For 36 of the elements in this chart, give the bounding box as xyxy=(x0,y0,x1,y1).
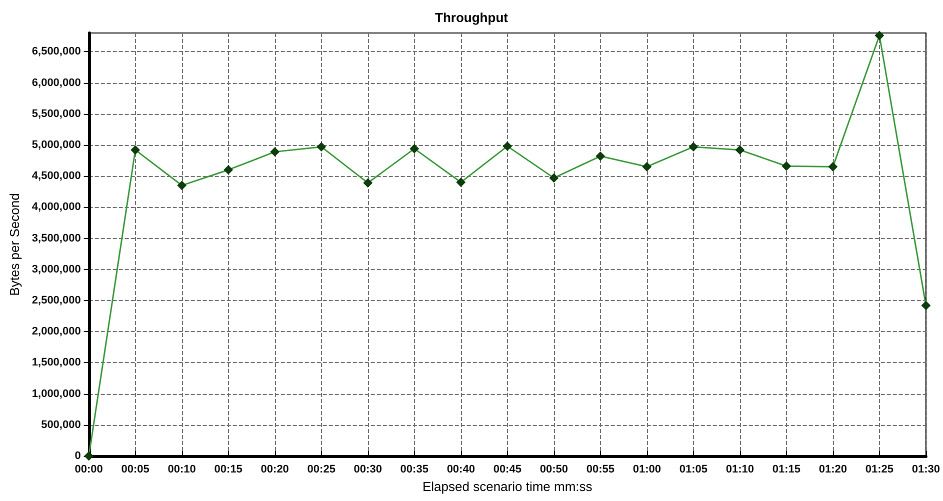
x-tick-label: 00:55 xyxy=(586,464,614,476)
y-tick-label: 6,500,000 xyxy=(32,46,81,58)
x-tick-label: 01:30 xyxy=(912,464,940,476)
x-tick-label: 00:00 xyxy=(74,464,103,476)
y-axis-title: Bytes per Second xyxy=(7,193,22,296)
x-tick-label: 00:35 xyxy=(400,464,428,476)
x-tick-label: 01:00 xyxy=(632,464,661,476)
x-tick-label: 01:20 xyxy=(818,464,847,476)
x-tick-label: 00:25 xyxy=(307,464,336,476)
y-tick-label: 3,000,000 xyxy=(32,263,81,276)
x-tick-label: 00:40 xyxy=(446,464,475,476)
y-tick-label: 1,000,000 xyxy=(32,388,81,400)
y-tick-label: 2,000,000 xyxy=(32,326,81,338)
y-tick-label: 2,500,000 xyxy=(32,294,81,306)
x-tick-label: 00:50 xyxy=(540,464,568,476)
y-tick-label: 5,500,000 xyxy=(32,108,81,120)
x-tick-label: 01:15 xyxy=(772,464,800,476)
y-tick-label: 6,000,000 xyxy=(32,76,81,89)
x-tick-label: 01:25 xyxy=(865,464,894,476)
x-tick-label: 00:30 xyxy=(354,464,382,476)
x-tick-label: 00:20 xyxy=(260,464,289,476)
x-tick-label: 00:10 xyxy=(168,464,196,476)
x-tick-label: 00:05 xyxy=(121,464,150,476)
y-tick-label: 5,000,000 xyxy=(32,138,81,151)
y-tick-label: 4,000,000 xyxy=(32,201,81,214)
x-tick-label: 01:05 xyxy=(679,464,708,476)
x-axis-title: Elapsed scenario time mm:ss xyxy=(422,479,593,494)
x-tick-label: 00:45 xyxy=(493,464,522,476)
y-tick-label: 3,500,000 xyxy=(32,232,81,244)
y-tick-label: 500,000 xyxy=(41,418,81,431)
y-tick-label: 4,500,000 xyxy=(32,170,81,182)
x-tick-label: 00:15 xyxy=(214,464,242,476)
chart-title: Throughput xyxy=(435,10,509,25)
x-tick-label: 01:10 xyxy=(726,464,754,476)
y-tick-label: 0 xyxy=(74,450,81,462)
y-tick-label: 1,500,000 xyxy=(32,356,81,369)
